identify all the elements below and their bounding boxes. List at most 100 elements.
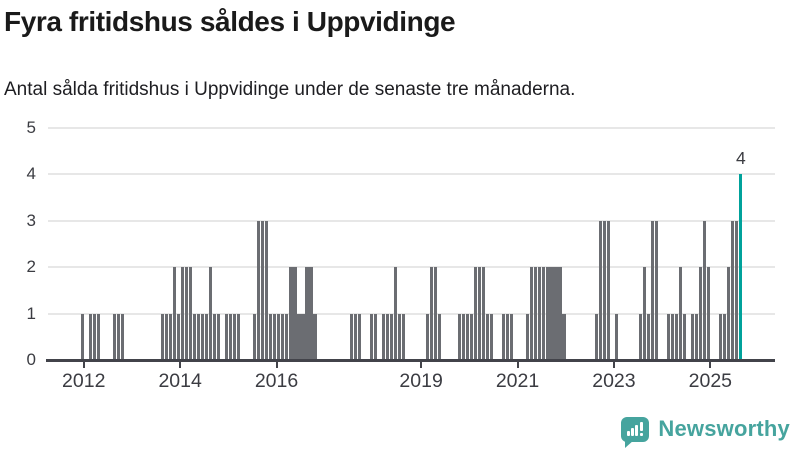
bar — [614, 313, 618, 360]
bar-slot — [353, 128, 357, 360]
bar — [425, 313, 430, 360]
bar — [650, 220, 654, 360]
x-axis-label: 2023 — [592, 370, 636, 392]
x-axis-tick — [82, 361, 85, 368]
bar — [193, 313, 197, 360]
x-axis-tick — [612, 361, 615, 368]
bar — [437, 313, 442, 360]
bar — [201, 313, 205, 360]
bar — [707, 267, 711, 360]
highlighted-bar — [739, 174, 743, 360]
bar-slot — [293, 128, 297, 360]
gridline — [48, 219, 775, 222]
bar-slot — [305, 128, 309, 360]
bar — [470, 313, 474, 360]
bar — [550, 267, 554, 360]
bar-slot — [526, 128, 530, 360]
bar — [293, 267, 297, 360]
bar — [357, 313, 361, 360]
bar-slot — [558, 128, 562, 360]
bar-slot — [389, 128, 393, 360]
gridline — [48, 266, 775, 269]
bar-slot — [281, 128, 285, 360]
newsworthy-logo-icon — [621, 416, 650, 448]
bar — [554, 267, 558, 360]
bar — [462, 313, 466, 360]
bar — [96, 313, 100, 360]
bar — [401, 313, 405, 360]
bar — [542, 267, 546, 360]
bar — [160, 313, 164, 360]
bar-slot — [682, 128, 687, 360]
bar-slot — [506, 128, 510, 360]
x-axis-tick — [179, 361, 182, 368]
bar — [301, 313, 305, 360]
bar-slot — [739, 128, 743, 360]
bar — [562, 313, 566, 360]
bar-slot — [401, 128, 405, 360]
bar — [682, 313, 687, 360]
bar-slot — [193, 128, 197, 360]
bar-slot — [702, 128, 707, 360]
bar — [482, 267, 486, 360]
bar — [305, 267, 309, 360]
bar — [670, 313, 674, 360]
bar — [486, 313, 490, 360]
bar-slot — [429, 128, 434, 360]
bar — [458, 313, 462, 360]
bar-slot — [172, 128, 177, 360]
bar — [217, 313, 221, 360]
bar — [735, 220, 739, 360]
chart-title: Fyra fritidshus såldes i Uppvidinge — [4, 6, 456, 37]
bar — [112, 313, 116, 360]
bar-slot — [735, 128, 739, 360]
y-axis-label: 3 — [26, 210, 36, 230]
bar-slot — [313, 128, 317, 360]
bar-slot — [237, 128, 241, 360]
bar-slot — [474, 128, 478, 360]
bar-slot — [719, 128, 723, 360]
bar — [502, 313, 506, 360]
bar-slot — [466, 128, 470, 360]
x-axis-tick — [420, 361, 423, 368]
bar — [694, 313, 699, 360]
bar-slot — [602, 128, 606, 360]
bar — [594, 313, 598, 360]
bar-slot — [490, 128, 494, 360]
x-axis-label: 2014 — [158, 370, 202, 392]
bar-slot — [546, 128, 550, 360]
bar — [92, 313, 96, 360]
bar-slot — [120, 128, 124, 360]
bar — [510, 313, 514, 360]
y-axis-label: 5 — [26, 118, 36, 137]
bar-slot — [88, 128, 92, 360]
bar-slot — [642, 128, 646, 360]
bar-slot — [678, 128, 683, 360]
bar — [164, 313, 169, 360]
bar-slot — [217, 128, 221, 360]
y-axis-label: 2 — [26, 257, 36, 277]
bar-slot — [201, 128, 205, 360]
bar — [702, 220, 707, 360]
bar — [373, 313, 377, 360]
bar-slot — [486, 128, 490, 360]
bar — [389, 313, 393, 360]
bar — [261, 220, 265, 360]
bar — [269, 313, 273, 360]
bar — [727, 267, 731, 360]
bar-slot — [698, 128, 703, 360]
bar — [490, 313, 494, 360]
bar — [546, 267, 550, 360]
bar-slot — [674, 128, 678, 360]
bar-slot — [530, 128, 534, 360]
bar-slot — [261, 128, 265, 360]
bar-slot — [470, 128, 474, 360]
bar-slot — [265, 128, 269, 360]
bar — [297, 313, 301, 360]
bar — [530, 267, 534, 360]
bar — [666, 313, 670, 360]
bar-slot — [614, 128, 618, 360]
bar — [698, 267, 703, 360]
bar-slot — [197, 128, 201, 360]
